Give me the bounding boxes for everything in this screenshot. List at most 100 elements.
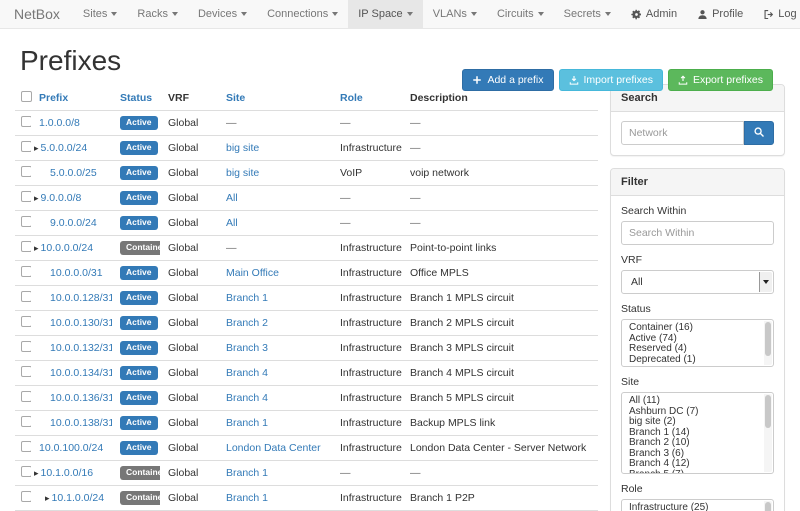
nav-item-secrets[interactable]: Secrets [554,0,621,28]
nav-item-circuits[interactable]: Circuits [487,0,554,28]
search-within-input[interactable] [621,221,774,245]
row-checkbox[interactable] [21,191,31,202]
role-value: Infrastructure [340,492,402,504]
row-checkbox[interactable] [21,341,31,352]
listbox-option[interactable]: Infrastructure (25) [629,502,709,511]
column-sort-link[interactable]: Role [340,92,363,104]
row-checkbox[interactable] [21,416,31,427]
prefix-link[interactable]: 10.0.0.128/31 [50,292,112,304]
role-value: Infrastructure [340,292,402,304]
listbox-option[interactable]: Branch 1 (14) [629,426,690,438]
action-buttons: Add a prefix Import prefixes Export prefix… [462,69,773,91]
row-checkbox[interactable] [21,241,31,252]
prefix-link[interactable]: 5.0.0.0/24 [40,142,88,154]
site-link[interactable]: All [226,217,238,229]
prefix-link[interactable]: 9.0.0.0/24 [50,217,97,229]
row-checkbox[interactable] [21,316,31,327]
role-listbox[interactable]: Infrastructure (25)Management (8)Private… [621,499,774,511]
prefix-link[interactable]: 10.0.0.0/31 [50,267,103,279]
nav-item-vlans[interactable]: VLANs [423,0,487,28]
caret-down-icon [470,12,477,16]
add-a-prefix-button[interactable]: Add a prefix [462,69,554,91]
import-prefixes-button[interactable]: Import prefixes [558,69,663,91]
listbox-option[interactable]: big site (2) [629,416,676,427]
prefix-link[interactable]: 10.1.0.0/24 [51,492,105,504]
nav-item-racks[interactable]: Racks [127,0,188,28]
row-checkbox[interactable] [21,466,31,477]
select-all-checkbox[interactable] [21,91,32,102]
nav-item-admin[interactable]: Admin [621,0,687,28]
nav-item-ip-space[interactable]: IP Space [348,0,423,28]
search-button[interactable] [744,121,774,145]
prefix-link[interactable]: 9.0.0.0/8 [40,192,82,204]
prefix-link[interactable]: 10.0.0.0/24 [40,242,94,254]
row-checkbox[interactable] [21,391,31,402]
row-checkbox[interactable] [21,441,31,452]
prefix-link[interactable]: 10.0.100.0/24 [39,442,104,454]
listbox-option[interactable]: All (11) [629,395,660,406]
row-checkbox[interactable] [21,266,31,277]
column-sort-link[interactable]: Prefix [39,92,69,104]
column-sort-link[interactable]: Site [226,92,246,104]
nav-item-devices[interactable]: Devices [188,0,257,28]
row-checkbox[interactable] [21,491,31,502]
row-checkbox[interactable] [21,366,31,377]
row-checkbox[interactable] [21,141,31,152]
site-link[interactable]: Branch 1 [226,492,269,504]
scrollbar[interactable] [764,321,772,365]
column-sort-link[interactable]: Status [120,92,153,104]
site-link[interactable]: All [226,192,238,204]
listbox-option[interactable]: Active (74) [629,332,677,344]
prefix-link[interactable]: 1.0.0.0/8 [39,117,80,129]
scrollbar[interactable] [764,394,772,472]
listbox-option[interactable]: Container (16) [629,322,693,333]
site-link[interactable]: Branch 4 [226,392,269,404]
status-listbox[interactable]: Container (16) Active (74) Reserved (4) Dep… [621,319,774,367]
listbox-option[interactable]: Reserved (4) [629,343,687,354]
prefix-link[interactable]: 10.0.0.134/31 [50,367,112,379]
listbox-option[interactable]: Branch 2 (10) [629,437,690,448]
row-checkbox[interactable] [21,291,31,302]
nav-item-label: Circuits [496,8,534,20]
prefix-link[interactable]: 5.0.0.0/25 [50,167,97,179]
nav-item-connections[interactable]: Connections [257,0,348,28]
site-link[interactable]: Main Office [226,267,279,279]
select-all-header [15,86,32,111]
scrollbar[interactable] [764,501,772,511]
prefix-link[interactable]: 10.1.0.0/16 [40,467,94,479]
prefix-link[interactable]: 10.0.0.136/31 [50,392,112,404]
row-select-cell [15,185,31,211]
site-link[interactable]: Branch 1 [226,467,269,479]
listbox-option[interactable]: Ashburn DC (7) [629,405,699,417]
description-value: voip network [410,167,469,179]
site-link[interactable]: Branch 2 [226,317,269,329]
site-link[interactable]: big site [226,167,260,179]
export-prefixes-button[interactable]: Export prefixes [667,69,773,91]
listbox-option[interactable]: Deprecated (1) [629,353,696,365]
vrf-select[interactable]: All [621,270,774,294]
site-link[interactable]: Branch 1 [226,417,269,429]
site-link[interactable]: Branch 4 [226,367,269,379]
table-row: 10.0.0.128/31 Active Global Branch 1 Infrast… [15,285,598,311]
site-link[interactable]: Branch 3 [226,342,269,354]
row-checkbox[interactable] [21,216,31,227]
nav-item-profile[interactable]: Profile [687,0,753,28]
search-input[interactable] [621,121,744,145]
row-select-cell [15,435,31,461]
brand[interactable]: NetBox [14,6,60,22]
nav-item-sites[interactable]: Sites [73,0,127,28]
row-checkbox[interactable] [21,166,31,177]
row-checkbox[interactable] [21,116,31,127]
listbox-option[interactable]: Branch 5 (7) [629,468,685,474]
prefix-link[interactable]: 10.0.0.138/31 [50,417,112,429]
caret-down-icon [171,12,178,16]
site-link[interactable]: Branch 1 [226,292,269,304]
listbox-option[interactable]: Branch 3 (6) [629,447,685,459]
prefix-link[interactable]: 10.0.0.130/31 [50,317,112,329]
site-link[interactable]: London Data Center [226,442,321,454]
prefix-link[interactable]: 10.0.0.132/31 [50,342,112,354]
site-link[interactable]: big site [226,142,260,154]
site-listbox[interactable]: All (11) Ashburn DC (7) big site (2) Branch… [621,392,774,474]
listbox-option[interactable]: Branch 4 (12) [629,458,690,469]
nav-item-log-out[interactable]: Log out [753,0,800,28]
